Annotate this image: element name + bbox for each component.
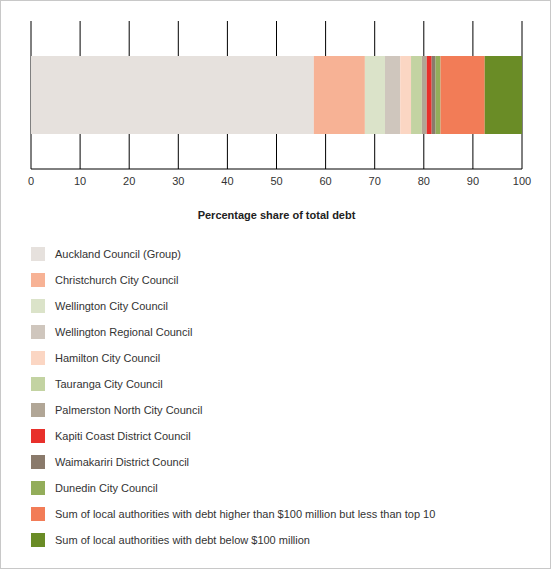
html-text:Waimakariri District Council: Waimakariri District Council — [55, 456, 190, 468]
html-text:Tauranga City Council: Tauranga City Council — [55, 378, 163, 390]
svg-text:50: 50 — [270, 175, 282, 187]
svg-text:10: 10 — [74, 175, 86, 187]
html-text:Dunedin City Council: Dunedin City Council — [55, 482, 158, 494]
svg-text:Percentage share of total debt: Percentage share of total debt — [198, 209, 356, 221]
html-text:Kapiti Coast District Council: Kapiti Coast District Council — [55, 430, 191, 442]
html-text:Palmerston North City Council: Palmerston North City Council — [55, 404, 203, 416]
html-text:Wellington City Council: Wellington City Council — [55, 300, 168, 312]
svg-text:30: 30 — [172, 175, 184, 187]
svg-text:70: 70 — [369, 175, 381, 187]
svg-text:80: 80 — [418, 175, 430, 187]
html-text:Sum of local authorities with: Sum of local authorities with debt below… — [55, 534, 310, 546]
svg-text:20: 20 — [123, 175, 135, 187]
svg-text:40: 40 — [221, 175, 233, 187]
svg-text:0: 0 — [28, 175, 34, 187]
html-text:Sum of local authorities with: Sum of local authorities with debt highe… — [55, 508, 436, 520]
html-text:Wellington Regional Council: Wellington Regional Council — [55, 326, 193, 338]
svg-text:90: 90 — [467, 175, 479, 187]
html-text:Auckland Council (Group): Auckland Council (Group) — [55, 248, 181, 260]
html-text:Christchurch City Council: Christchurch City Council — [55, 274, 179, 286]
svg-text:60: 60 — [319, 175, 331, 187]
html-text:Hamilton City Council: Hamilton City Council — [55, 352, 161, 364]
svg-text:100: 100 — [513, 175, 531, 187]
